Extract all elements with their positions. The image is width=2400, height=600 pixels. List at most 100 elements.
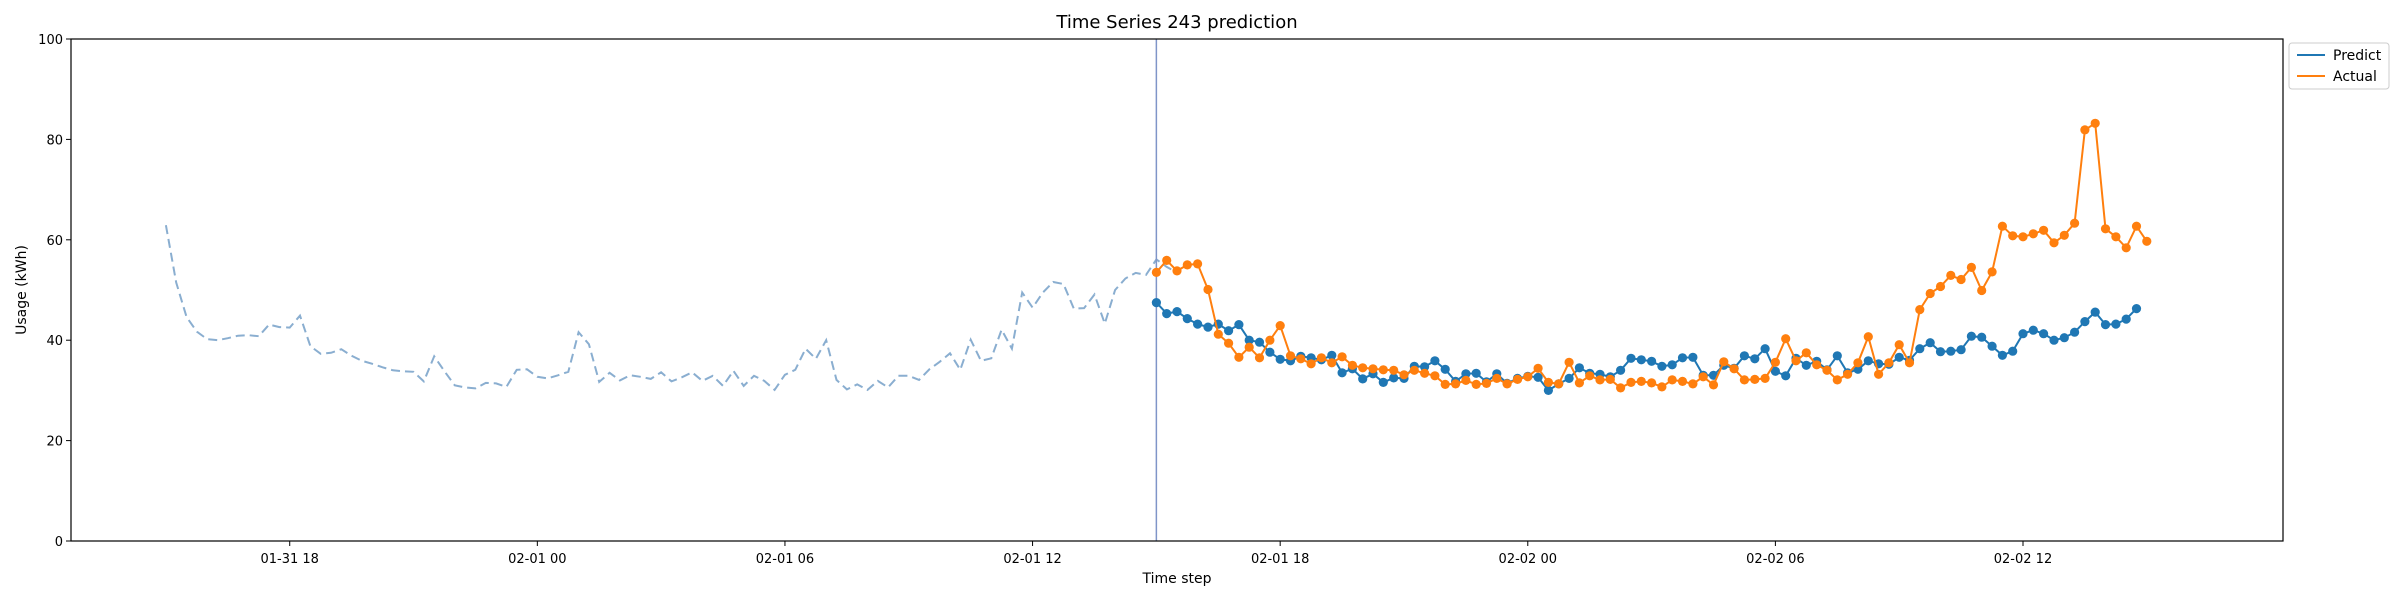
x-tick-label: 02-01 06 bbox=[756, 552, 814, 567]
actual-point bbox=[2059, 230, 2069, 240]
actual-point bbox=[1316, 353, 1326, 363]
actual-point bbox=[1647, 378, 1657, 388]
y-axis-label: Usage (kWh) bbox=[14, 245, 30, 335]
actual-point bbox=[1296, 354, 1306, 364]
actual-point bbox=[1667, 375, 1677, 385]
predict-point bbox=[1770, 366, 1780, 376]
history-line bbox=[164, 225, 1178, 392]
predict-point bbox=[1543, 385, 1553, 395]
actual-point bbox=[1739, 375, 1749, 385]
predict-point bbox=[1461, 369, 1471, 379]
actual-point bbox=[2018, 232, 2028, 242]
actual-point bbox=[1512, 374, 1523, 384]
predict-point bbox=[1977, 332, 1987, 342]
actual-point bbox=[1523, 372, 1533, 382]
y-tick-label: 40 bbox=[46, 334, 63, 349]
predict-point bbox=[1182, 314, 1192, 324]
predict-point bbox=[1430, 356, 1440, 366]
predict-point bbox=[1389, 373, 1399, 383]
actual-point bbox=[2142, 236, 2152, 246]
predict-point bbox=[1172, 307, 1182, 317]
predict-point bbox=[2008, 346, 2018, 356]
predict-point bbox=[1956, 345, 1966, 355]
predict-point bbox=[1915, 344, 1925, 354]
actual-point bbox=[1801, 348, 1811, 358]
predict-point bbox=[1574, 363, 1584, 373]
predict-point bbox=[1688, 352, 1698, 362]
x-tick-label: 02-01 00 bbox=[508, 552, 566, 567]
actual-point bbox=[1533, 363, 1543, 373]
actual-point bbox=[1729, 364, 1739, 374]
actual-point bbox=[1997, 221, 2007, 231]
actual-point bbox=[1502, 379, 1512, 389]
actual-point bbox=[1874, 369, 1884, 379]
actual-point bbox=[2070, 218, 2080, 228]
actual-point bbox=[1935, 281, 1946, 292]
axes-frame bbox=[70, 38, 2284, 542]
actual-point bbox=[1172, 266, 1182, 276]
actual-point bbox=[1420, 368, 1430, 378]
predict-point bbox=[1533, 372, 1543, 382]
predict-point bbox=[1151, 298, 1161, 308]
predict-point bbox=[1275, 354, 1285, 364]
predict-point bbox=[1925, 338, 1935, 348]
predict-point bbox=[2100, 320, 2111, 330]
actual-point bbox=[1554, 379, 1564, 389]
predict-point bbox=[1750, 354, 1760, 364]
legend: Predict Actual bbox=[2288, 42, 2390, 90]
predict-point bbox=[1471, 368, 1481, 378]
actual-point bbox=[1347, 360, 1357, 370]
actual-point bbox=[1946, 270, 1956, 280]
predict-point bbox=[1935, 347, 1946, 357]
actual-point bbox=[2090, 118, 2100, 128]
predict-point bbox=[1677, 353, 1688, 363]
actual-point bbox=[2111, 232, 2121, 242]
predict-point bbox=[1739, 351, 1749, 361]
actual-point bbox=[1904, 358, 1915, 368]
actual-point bbox=[1182, 260, 1192, 270]
actual-point bbox=[1337, 352, 1347, 362]
predict-point bbox=[2059, 333, 2069, 343]
x-axis-ticks: 01-31 18 02-01 00 02-01 06 02-01 12 02-01 18… bbox=[260, 541, 2052, 567]
actual-point bbox=[1987, 267, 1997, 277]
y-tick-label: 80 bbox=[46, 133, 63, 148]
actual-point bbox=[1677, 376, 1688, 386]
actual-point bbox=[1162, 255, 1172, 265]
actual-point bbox=[1358, 363, 1368, 373]
predict-point bbox=[2121, 314, 2131, 324]
predict-point bbox=[1358, 374, 1368, 384]
actual-point bbox=[2121, 243, 2131, 253]
predict-point bbox=[1667, 360, 1677, 370]
predict-point bbox=[1244, 335, 1254, 345]
x-tick-label: 02-02 06 bbox=[1746, 552, 1804, 567]
predict-point bbox=[1647, 356, 1657, 366]
actual-point bbox=[1378, 365, 1388, 375]
actual-point bbox=[1471, 379, 1481, 389]
predict-point bbox=[1378, 377, 1388, 387]
predict-point bbox=[2049, 335, 2059, 345]
actual-point bbox=[1368, 364, 1378, 374]
x-tick-label: 02-01 12 bbox=[1003, 552, 1061, 567]
predict-point bbox=[2070, 327, 2080, 337]
actual-point bbox=[1925, 288, 1935, 299]
actual-point bbox=[1461, 375, 1471, 385]
actual-point bbox=[2131, 221, 2142, 231]
actual-point bbox=[1265, 335, 1275, 345]
actual-point bbox=[1966, 262, 1976, 272]
predict-point bbox=[2039, 329, 2049, 339]
actual-point bbox=[1193, 259, 1203, 269]
predict-point bbox=[2090, 307, 2100, 317]
actual-point bbox=[1832, 375, 1842, 385]
actual-point bbox=[1708, 380, 1719, 390]
actual-point bbox=[1791, 356, 1801, 366]
actual-point bbox=[1564, 357, 1574, 367]
actual-point bbox=[1254, 353, 1265, 363]
actual-point bbox=[1224, 338, 1234, 348]
x-tick-label: 02-02 12 bbox=[1994, 552, 2052, 567]
actual-point bbox=[2008, 231, 2018, 241]
actual-point bbox=[1770, 357, 1780, 367]
predict-point bbox=[1337, 368, 1347, 378]
actual-point bbox=[2100, 224, 2111, 234]
actual-point bbox=[1399, 370, 1409, 380]
